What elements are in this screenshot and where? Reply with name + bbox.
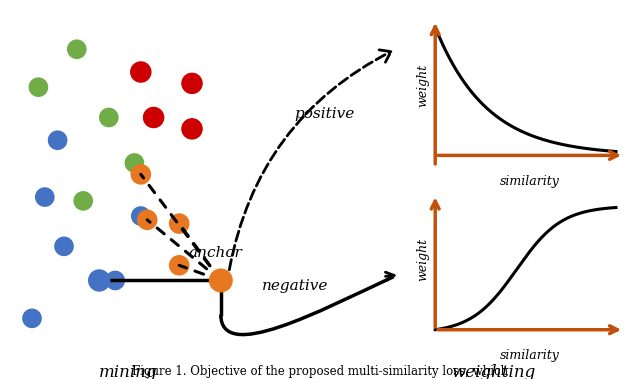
Point	[187, 126, 197, 132]
Text: Figure 1. Objective of the proposed multi-similarity loss, which: Figure 1. Objective of the proposed mult…	[132, 365, 508, 378]
Point	[174, 221, 184, 227]
Text: negative: negative	[262, 279, 329, 293]
Point	[59, 243, 69, 249]
Point	[174, 262, 184, 268]
Text: similarity: similarity	[500, 349, 559, 362]
Point	[40, 194, 50, 200]
Point	[104, 114, 114, 121]
Point	[142, 217, 152, 223]
Point	[78, 198, 88, 204]
Text: weight: weight	[417, 64, 429, 107]
Point	[94, 277, 104, 283]
Text: mining: mining	[99, 364, 157, 379]
Point	[110, 277, 120, 283]
Point	[27, 315, 37, 321]
Point	[52, 137, 63, 143]
Point	[33, 84, 44, 90]
Text: weighting: weighting	[451, 364, 535, 379]
FancyArrowPatch shape	[229, 50, 391, 270]
Point	[129, 160, 140, 166]
Point	[148, 114, 159, 121]
Point	[72, 46, 82, 52]
Point	[216, 277, 226, 283]
Text: anchor: anchor	[189, 246, 243, 260]
Point	[136, 171, 146, 177]
Point	[136, 213, 146, 219]
Text: positive: positive	[294, 107, 355, 121]
Point	[187, 80, 197, 86]
Text: similarity: similarity	[500, 175, 559, 188]
Text: weight: weight	[417, 238, 429, 281]
Point	[136, 69, 146, 75]
